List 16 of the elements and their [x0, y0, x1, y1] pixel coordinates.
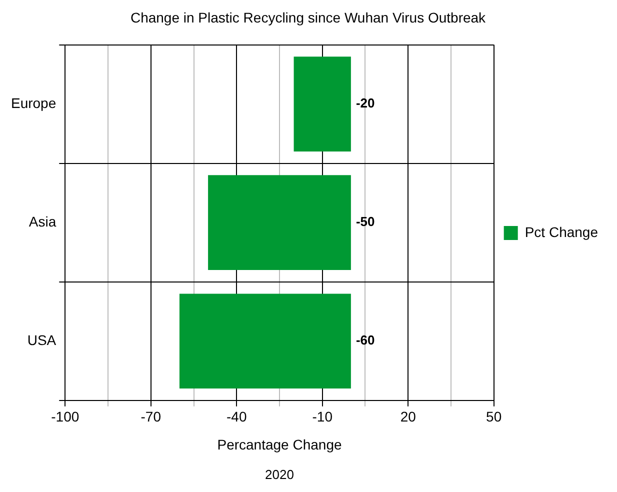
y-tick-label: USA	[27, 332, 57, 348]
x-tick-label: 50	[486, 408, 502, 425]
data-label: -60	[356, 332, 375, 348]
x-tick-label: -40	[226, 408, 247, 425]
x-tick-label: 20	[400, 408, 416, 425]
legend-label: Pct Change	[524, 224, 598, 240]
x-tick-label: -100	[51, 408, 80, 425]
data-label: -20	[356, 96, 375, 111]
x-tick-label: -70	[140, 408, 162, 425]
data-label: -50	[356, 214, 375, 230]
chart-title: Change in Plastic Recycling since Wuhan Virus Outbreak	[130, 9, 487, 26]
x-tick-label: -10	[312, 408, 333, 425]
x-axis-title: Percantage Change	[217, 436, 342, 452]
y-tick-label: Europe	[10, 94, 56, 111]
y-tick-label: Asia	[28, 213, 56, 230]
text: 2020	[265, 467, 294, 482]
